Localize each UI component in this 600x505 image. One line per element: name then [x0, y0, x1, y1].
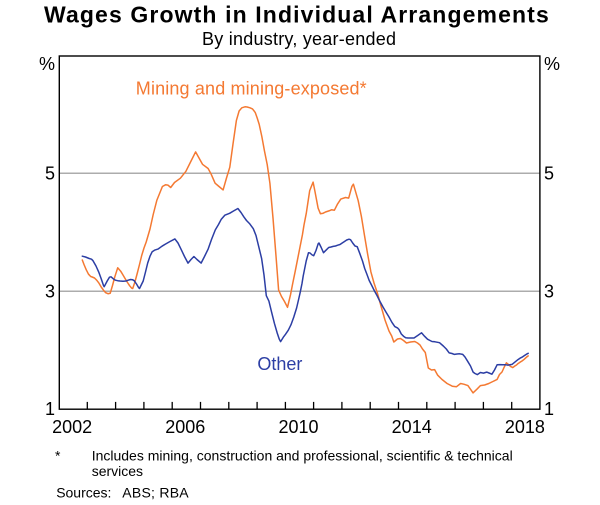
- svg-text:Wages Growth in Individual Arr: Wages Growth in Individual Arrangements: [44, 2, 550, 28]
- svg-text:1: 1: [544, 399, 554, 419]
- svg-text:*: *: [55, 448, 61, 464]
- svg-text:5: 5: [45, 164, 55, 184]
- svg-text:2006: 2006: [165, 417, 205, 437]
- svg-text:%: %: [39, 54, 55, 74]
- svg-text:Sources:: Sources:: [56, 485, 111, 501]
- svg-text:Mining and mining-exposed*: Mining and mining-exposed*: [136, 79, 367, 99]
- svg-text:2010: 2010: [278, 417, 318, 437]
- svg-text:%: %: [544, 54, 560, 74]
- svg-text:3: 3: [544, 282, 554, 302]
- svg-text:services: services: [92, 463, 143, 479]
- svg-text:2018: 2018: [505, 417, 545, 437]
- svg-text:2002: 2002: [52, 417, 92, 437]
- svg-text:5: 5: [544, 164, 554, 184]
- svg-text:ABS; RBA: ABS; RBA: [122, 485, 189, 501]
- svg-text:Includes mining, construction: Includes mining, construction and profes…: [92, 448, 513, 464]
- svg-text:Other: Other: [257, 354, 302, 374]
- svg-text:3: 3: [45, 282, 55, 302]
- svg-text:By industry, year-ended: By industry, year-ended: [202, 29, 396, 49]
- svg-text:1: 1: [45, 399, 55, 419]
- svg-text:2014: 2014: [392, 417, 432, 437]
